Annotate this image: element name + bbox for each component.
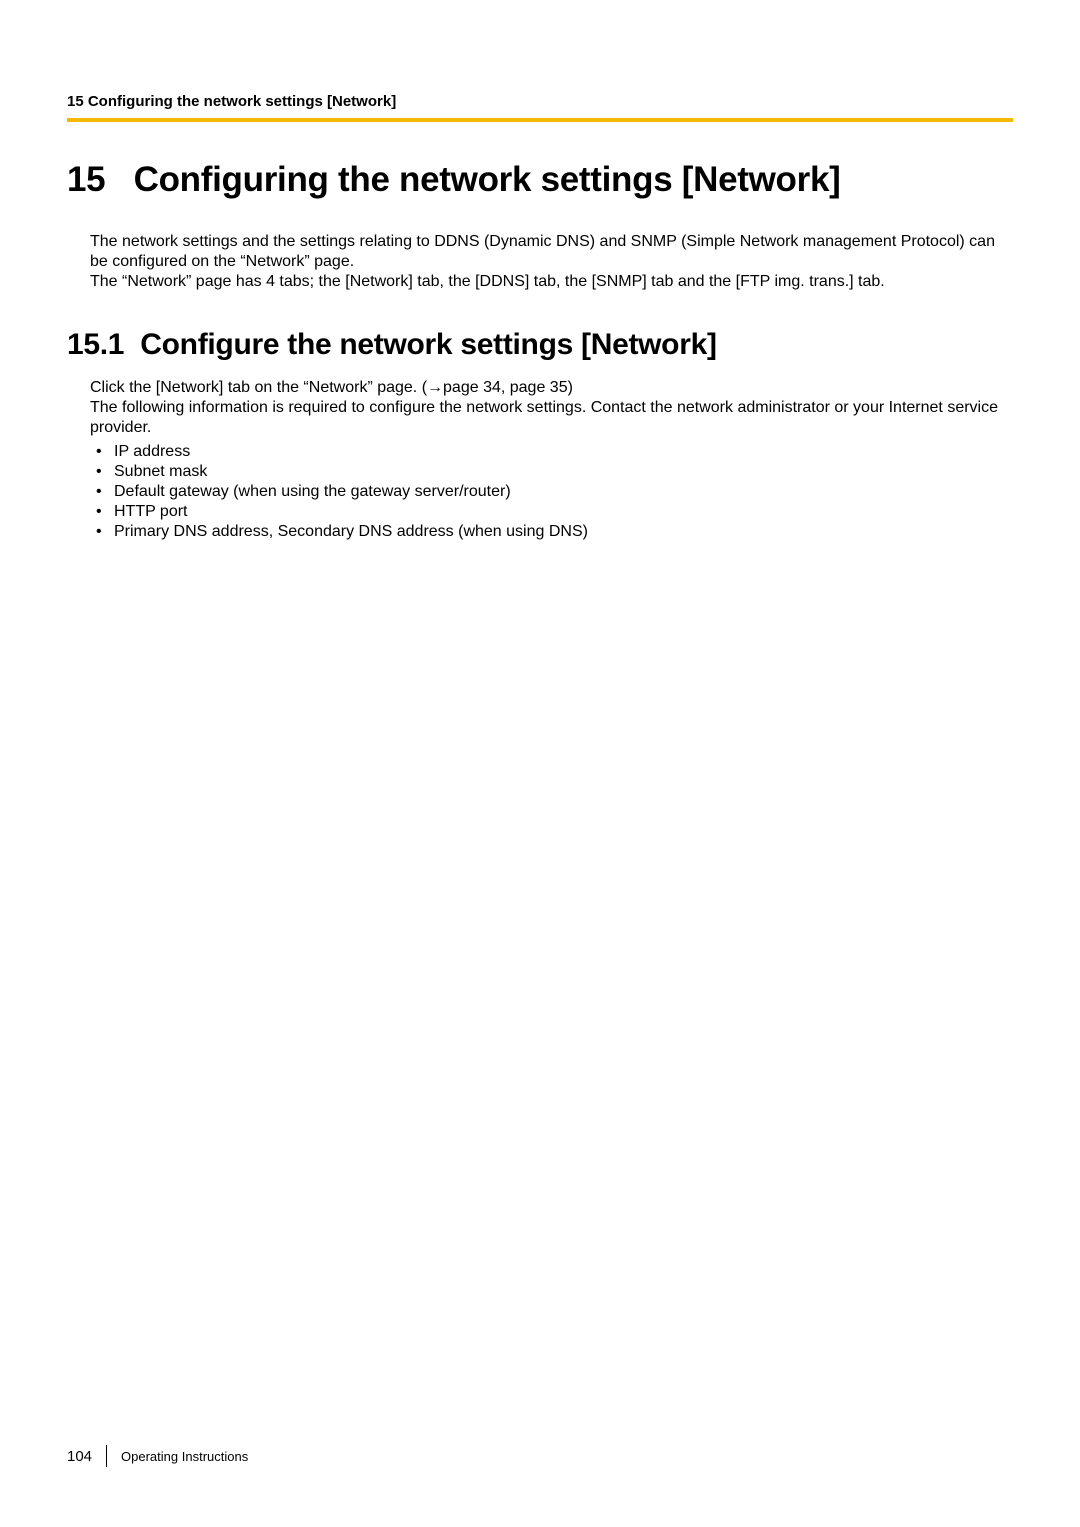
section-paragraph: Click the [Network] tab on the “Network”…	[90, 378, 1013, 438]
intro-line-1: The network settings and the settings re…	[90, 233, 995, 270]
footer-label: Operating Instructions	[107, 1449, 248, 1464]
chapter-title: 15 Configuring the network settings [Net…	[67, 160, 1013, 200]
page-footer: 104 Operating Instructions	[67, 1445, 248, 1467]
chapter-number: 15	[67, 160, 105, 199]
header-divider	[67, 118, 1013, 122]
chapter-title-text: Configuring the network settings [Networ…	[134, 160, 841, 199]
section-text-suffix: page 34, page 35)	[443, 379, 573, 396]
section-line-2: The following information is required to…	[90, 399, 998, 436]
arrow-icon: →	[427, 379, 443, 396]
list-item: Default gateway (when using the gateway …	[90, 482, 1013, 502]
section-title-text: Configure the network settings [Network]	[140, 328, 716, 361]
list-item: Subnet mask	[90, 462, 1013, 482]
list-item: HTTP port	[90, 502, 1013, 522]
page-container: 15 Configuring the network settings [Net…	[0, 0, 1080, 542]
intro-line-2: The “Network” page has 4 tabs; the [Netw…	[90, 273, 885, 290]
section-number: 15.1	[67, 328, 124, 361]
list-item: IP address	[90, 442, 1013, 462]
intro-paragraph: The network settings and the settings re…	[90, 232, 1013, 292]
list-item: Primary DNS address, Secondary DNS addre…	[90, 522, 1013, 542]
section-title: 15.1 Configure the network settings [Net…	[67, 328, 1013, 362]
running-header: 15 Configuring the network settings [Net…	[67, 93, 1013, 110]
page-number: 104	[67, 1445, 107, 1467]
section-text-prefix: Click the [Network] tab on the “Network”…	[90, 379, 427, 396]
bullet-list: IP address Subnet mask Default gateway (…	[90, 442, 1013, 542]
